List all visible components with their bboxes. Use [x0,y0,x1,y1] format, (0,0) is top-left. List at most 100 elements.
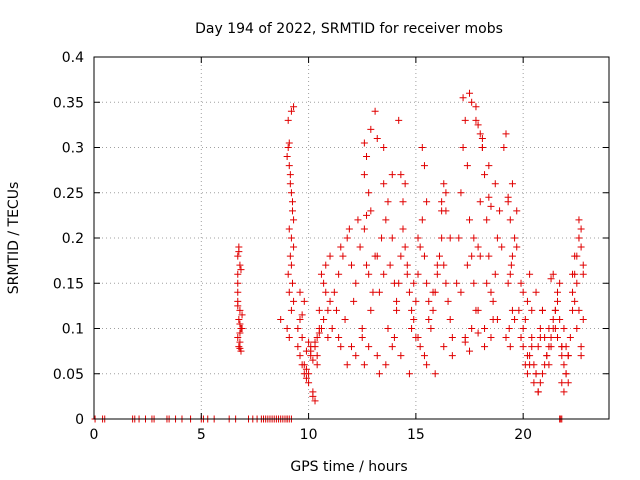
data-point [236,261,244,269]
data-point [375,370,383,378]
data-point [328,325,336,332]
data-point [237,266,245,274]
data-point [283,325,291,332]
data-point [556,315,564,323]
data-point [429,306,437,314]
data-point [457,288,465,296]
data-point [401,243,409,251]
data-point [487,288,495,296]
data-point [435,252,443,260]
data-point [459,144,467,151]
data-point [371,107,379,115]
data-point [526,270,534,278]
data-point [367,207,375,215]
data-point [448,334,456,342]
data-point [290,243,298,251]
data-point [317,270,325,278]
data-point [287,261,295,269]
data-point [511,315,519,323]
data-point [343,361,351,369]
data-point [517,279,525,287]
data-point [234,302,242,310]
data-point [302,374,310,382]
data-point [317,325,325,332]
data-point [418,144,426,151]
data-point [345,225,353,233]
data-point [478,134,486,142]
data-point [332,306,340,314]
data-point [305,338,313,346]
data-point [305,379,313,387]
data-point [388,343,396,351]
y-tick-label: 0 [75,412,84,428]
data-point [472,103,480,111]
data-point [433,270,441,278]
data-point [294,325,302,332]
data-point [235,343,243,351]
data-point [237,325,245,332]
data-point [420,352,428,360]
data-point [236,344,244,352]
data-point [508,306,516,314]
data-point [429,288,437,296]
data-point [506,216,514,224]
data-point [562,370,570,378]
data-point [350,297,358,305]
data-point [457,189,465,197]
data-point [502,130,510,138]
data-point [238,311,246,319]
data-point [463,261,471,269]
data-point [551,325,559,332]
y-tick-label: 0.1 [62,322,84,338]
data-point [521,315,529,323]
data-point [453,279,461,287]
data-point [390,334,398,342]
data-point [403,261,411,269]
y-tick-label: 0.05 [53,367,84,383]
data-point [470,234,478,242]
data-point [427,325,435,332]
data-point [365,189,373,197]
data-point [313,334,321,342]
data-point [560,388,568,396]
data-point [502,334,510,342]
data-point [485,193,493,201]
data-point [284,116,292,124]
data-point [365,270,373,278]
data-point [352,279,360,287]
data-point [577,352,585,360]
data-point [288,207,296,215]
data-point [579,270,587,278]
data-point [446,234,454,242]
data-point [556,279,564,287]
data-point [326,297,334,305]
data-point [363,261,371,269]
data-point [532,370,540,378]
data-point [290,216,298,224]
data-point [352,352,360,360]
data-point [440,261,448,269]
data-point [283,153,291,161]
data-point [579,315,587,323]
data-point [523,297,531,305]
y-tick-label: 0.2 [62,231,84,247]
data-point [474,243,482,251]
data-point [335,334,343,342]
x-tick-label: 10 [300,427,318,443]
data-point [474,329,482,337]
data-point [478,144,486,151]
data-point [463,162,471,170]
data-point [234,252,242,260]
data-point [395,116,403,124]
data-point [234,279,242,287]
data-point [541,361,549,369]
data-point [530,379,538,387]
data-point [287,189,295,197]
data-point [288,279,296,287]
data-point [236,306,244,314]
data-point [234,334,242,342]
data-point [551,306,559,314]
data-point [446,315,454,323]
data-point [523,352,531,360]
